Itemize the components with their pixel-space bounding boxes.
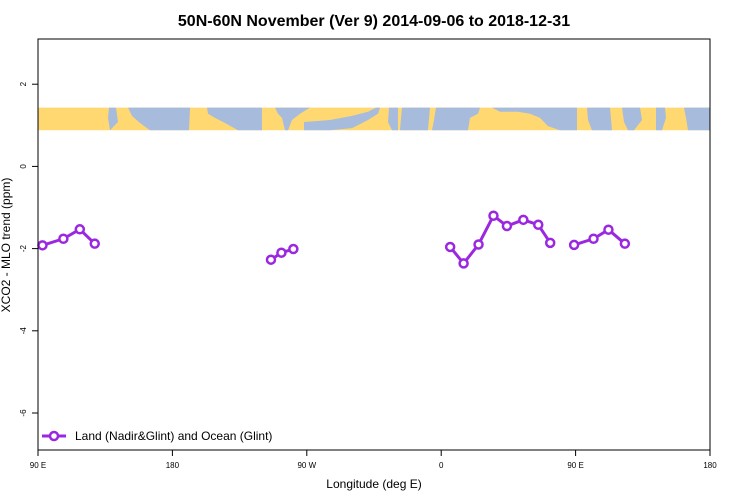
map-ocean-region bbox=[128, 107, 190, 131]
data-point bbox=[533, 219, 544, 231]
map-ocean-region bbox=[432, 107, 480, 131]
map-ocean-region bbox=[108, 107, 118, 131]
map-ocean-region bbox=[400, 107, 430, 131]
y-tick-label: -4 bbox=[19, 327, 28, 335]
series-line bbox=[42, 227, 96, 247]
data-point bbox=[458, 258, 469, 269]
x-axis-label: Longitude (deg E) bbox=[326, 477, 421, 491]
data-point bbox=[619, 238, 631, 249]
x-tick-label: 180 bbox=[166, 461, 180, 470]
data-point bbox=[488, 210, 499, 221]
chart-title: 50N-60N November (Ver 9) 2014-09-06 to 2… bbox=[178, 13, 570, 30]
x-tick-label: 180 bbox=[703, 461, 717, 470]
plot-frame bbox=[37, 38, 711, 451]
data-point bbox=[74, 224, 86, 235]
x-tick-label: 90 E bbox=[30, 461, 46, 470]
x-tick-label: 0 bbox=[439, 461, 444, 470]
map-ocean-region bbox=[656, 107, 666, 131]
legend: Land (Nadir&Glint) and Ocean (Glint) bbox=[42, 429, 272, 443]
series-layer bbox=[37, 210, 631, 269]
map-ocean-region bbox=[684, 107, 710, 131]
y-tick-label: 2 bbox=[19, 81, 28, 86]
map-ocean-region bbox=[492, 107, 577, 131]
legend-marker-swatch bbox=[48, 430, 60, 442]
y-tick-label: -6 bbox=[19, 409, 28, 417]
legend-label: Land (Nadir&Glint) and Ocean (Glint) bbox=[75, 429, 272, 443]
map-ocean-region bbox=[275, 107, 310, 131]
data-point bbox=[276, 247, 287, 258]
map-ocean-region bbox=[207, 107, 262, 131]
data-point bbox=[603, 224, 614, 235]
map-ocean-region bbox=[587, 107, 612, 131]
map-ocean-region bbox=[622, 107, 642, 131]
y-axis: 2 0 -2 -4 -6 bbox=[19, 39, 39, 450]
data-point bbox=[473, 239, 484, 250]
y-axis-label: XCO2 - MLO trend (ppm) bbox=[0, 178, 13, 313]
data-point bbox=[568, 239, 580, 251]
map-ocean-region bbox=[304, 107, 380, 131]
y-tick-label: -2 bbox=[19, 245, 28, 253]
data-point bbox=[89, 238, 100, 249]
data-point bbox=[37, 240, 48, 251]
data-point bbox=[444, 241, 456, 253]
data-point bbox=[58, 233, 69, 244]
x-axis: 90 E 180 90 W 0 90 E 180 bbox=[30, 449, 717, 470]
world-map-strip bbox=[38, 107, 710, 131]
x-tick-label: 90 W bbox=[297, 461, 316, 470]
data-point bbox=[544, 237, 556, 249]
data-point bbox=[288, 243, 299, 255]
data-point bbox=[518, 214, 529, 226]
data-point bbox=[588, 233, 599, 244]
x-tick-label: 90 E bbox=[567, 461, 583, 470]
map-ocean-region bbox=[388, 107, 398, 131]
data-point bbox=[265, 254, 277, 265]
series-line bbox=[573, 228, 626, 247]
y-tick-label: 0 bbox=[19, 164, 28, 169]
data-point bbox=[501, 220, 513, 232]
